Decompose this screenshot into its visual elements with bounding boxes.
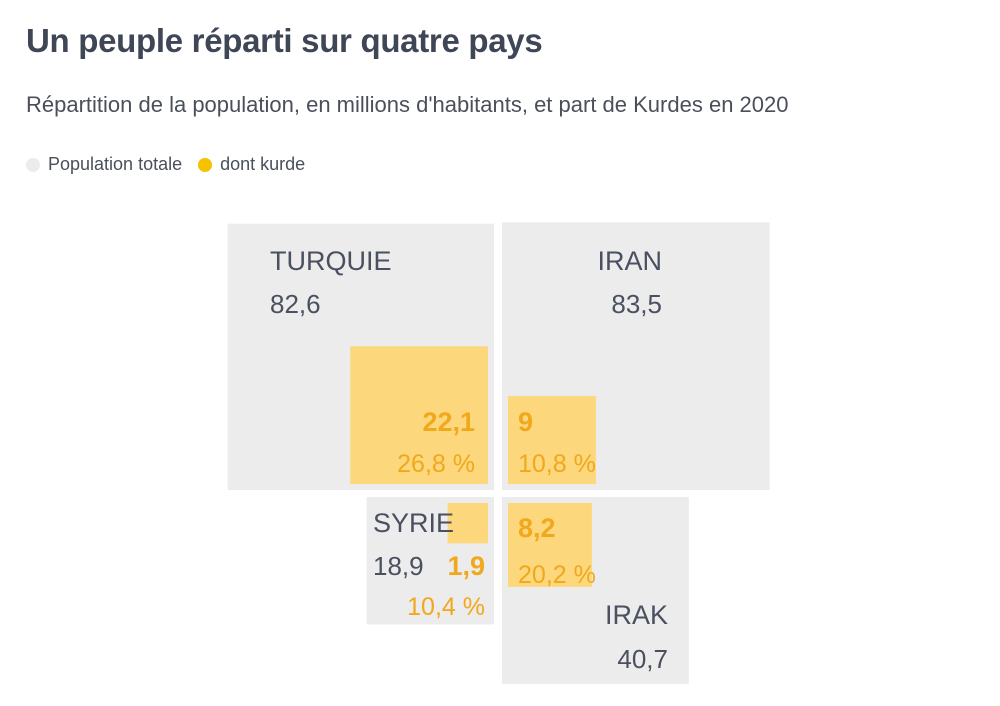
legend-swatch-kurd [198, 157, 213, 172]
legend: Population totale dont kurde [26, 154, 321, 175]
country-name-irak: IRAK [605, 600, 668, 630]
kurd-square-iran [508, 396, 596, 484]
kurd-square-irak [508, 503, 592, 587]
country-group-irak: 8,2 20,2 % IRAK 40,7 [502, 497, 689, 684]
legend-label-kurd: dont kurde [220, 154, 306, 174]
kurd-share-irak: 20,2 % [518, 561, 596, 589]
population-value-turquie: 82,6 [270, 289, 321, 319]
legend-item-kurd: dont kurde [198, 154, 305, 175]
kurd-value-iran: 9 [518, 407, 533, 437]
chart-title: Un peuple réparti sur quatre pays [26, 22, 543, 59]
chart-subtitle: Répartition de la population, en million… [26, 92, 789, 117]
population-value-iran: 83,5 [611, 289, 662, 319]
kurd-share-syrie: 10,4 % [407, 593, 485, 621]
kurd-share-iran: 10,8 % [518, 450, 596, 478]
country-group-iran: IRAN 83,5 9 10,8 % [502, 222, 770, 491]
country-name-turquie: TURQUIE [270, 246, 392, 276]
population-value-syrie: 18,9 [373, 551, 424, 581]
kurd-value-turquie: 22,1 [422, 407, 475, 437]
country-group-turquie: TURQUIE 82,6 22,1 26,8 % [227, 223, 494, 490]
legend-item-total: Population totale [26, 154, 182, 175]
kurd-square-turquie [350, 346, 488, 484]
country-name-iran: IRAN [597, 246, 662, 276]
kurd-value-irak: 8,2 [518, 513, 556, 543]
population-value-irak: 40,7 [617, 644, 668, 674]
legend-swatch-total [26, 157, 40, 172]
country-group-syrie: SYRIE 18,9 1,9 10,4 % [366, 497, 494, 625]
kurd-square-syrie [447, 503, 488, 544]
kurd-value-syrie: 1,9 [447, 551, 485, 581]
legend-label-total: Population totale [48, 154, 183, 174]
country-name-syrie: SYRIE [373, 508, 454, 538]
kurd-share-turquie: 26,8 % [397, 450, 475, 478]
